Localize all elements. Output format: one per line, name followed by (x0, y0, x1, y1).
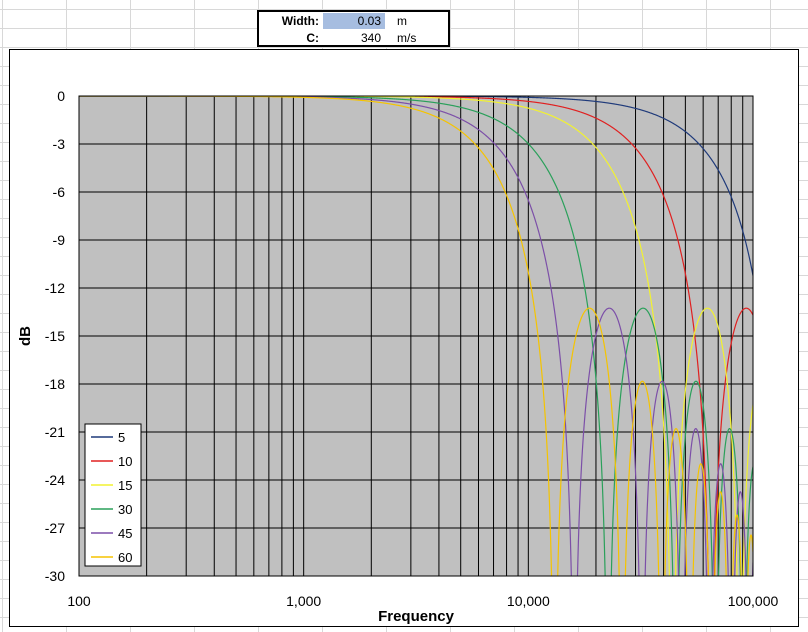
chart-area[interactable]: 0 -3 -6 -9 -12 -15 -18 -21 -24 -27 -30 100 1,000 10,0… (9, 49, 799, 627)
y-tick-label: -18 (45, 376, 65, 392)
y-tick-label: -30 (45, 568, 65, 584)
legend-label: 10 (118, 454, 132, 469)
legend-label: 30 (118, 502, 132, 517)
legend-box (84, 423, 142, 567)
x-tick-label: 1,000 (286, 593, 321, 609)
y-tick-label: -9 (53, 232, 66, 248)
y-tick-label: -3 (53, 136, 66, 152)
c-value-cell[interactable]: 340 (360, 31, 381, 45)
parameter-table: Width: 0.03 m C: 340 m/s (257, 10, 450, 47)
x-tick-label: 100,000 (728, 593, 779, 609)
x-tick-label: 10,000 (507, 593, 550, 609)
width-row: Width: 0.03 m (259, 13, 448, 29)
legend: 5 10 15 30 45 60 (84, 423, 142, 567)
plot-border (78, 95, 754, 577)
width-value-cell[interactable]: 0.03 (323, 13, 385, 29)
y-tick-label: -6 (53, 184, 66, 200)
legend-label: 5 (118, 430, 125, 445)
y-tick-label: -21 (45, 424, 65, 440)
y-tick-label: -12 (45, 280, 65, 296)
y-tick-label: 0 (57, 88, 65, 104)
legend-label: 15 (118, 478, 132, 493)
c-unit: m/s (397, 31, 417, 45)
x-axis-title: Frequency (378, 608, 455, 625)
y-tick-label: -27 (45, 520, 65, 536)
c-label: C: (306, 31, 319, 45)
x-tick-label: 100 (67, 593, 91, 609)
legend-label: 60 (118, 550, 132, 565)
c-row: C: 340 m/s (259, 30, 448, 46)
y-tick-label: -15 (45, 328, 65, 344)
y-tick-label: -24 (45, 472, 65, 488)
width-label: Width: (281, 14, 319, 28)
legend-label: 45 (118, 526, 132, 541)
y-axis-title: dB (17, 326, 34, 346)
width-unit: m (397, 14, 407, 28)
